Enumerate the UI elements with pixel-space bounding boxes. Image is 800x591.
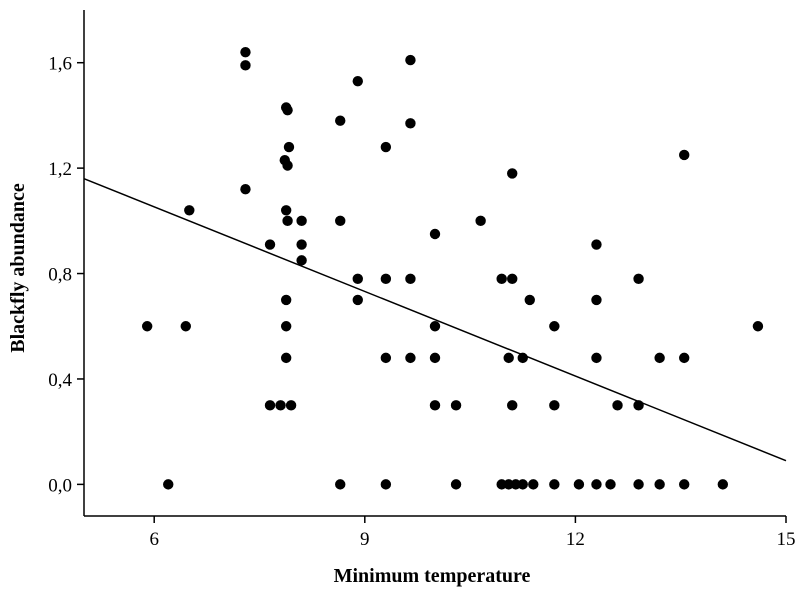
data-point: [184, 205, 195, 216]
data-point: [450, 400, 462, 411]
data-point: [507, 168, 518, 179]
data-point: [507, 273, 518, 285]
data-point: [352, 273, 363, 285]
data-point: [573, 479, 585, 490]
data-point: [605, 479, 616, 490]
trend-line: [83, 177, 787, 462]
data-point: [380, 273, 392, 285]
data-point: [591, 239, 602, 250]
data-point: [240, 184, 251, 195]
data-point: [285, 400, 297, 411]
data-point: [296, 215, 307, 227]
data-point: [549, 479, 560, 490]
x-tick-label: 6: [149, 529, 159, 550]
data-point: [549, 321, 560, 332]
data-point: [283, 141, 295, 153]
data-point: [380, 479, 392, 490]
data-point: [679, 352, 690, 364]
x-tick-label: 9: [360, 529, 370, 550]
data-point: [282, 160, 293, 171]
ticks: 6 9 12 15 0,0 0,4 0,8 1,2 1,6: [48, 54, 795, 550]
data-point: [282, 104, 293, 116]
data-point: [752, 321, 764, 332]
data-point: [380, 141, 392, 153]
data-point: [335, 479, 346, 490]
x-tick-label: 12: [566, 529, 585, 550]
data-point: [450, 479, 462, 490]
data-point: [405, 54, 416, 66]
data-point: [264, 239, 276, 250]
data-point: [633, 273, 644, 285]
y-tick-label: 0,0: [48, 475, 72, 496]
data-point: [264, 400, 276, 411]
data-point: [549, 400, 560, 411]
data-point: [503, 352, 514, 364]
data-point: [296, 239, 307, 250]
data-point: [507, 400, 518, 411]
data-point: [429, 321, 441, 332]
data-points: [141, 46, 764, 490]
data-point: [405, 352, 416, 364]
axes: [83, 10, 786, 517]
data-point: [717, 479, 729, 490]
data-point: [335, 215, 346, 227]
data-point: [405, 118, 416, 129]
data-point: [496, 273, 507, 285]
data-point: [591, 479, 602, 490]
data-point: [141, 321, 153, 332]
data-point: [380, 352, 392, 364]
y-axis-title: Blackfly abundance: [7, 183, 29, 353]
data-point: [429, 400, 441, 411]
data-point: [654, 479, 665, 490]
data-point: [517, 352, 528, 364]
data-point: [240, 60, 251, 71]
data-point: [679, 479, 690, 490]
data-point: [591, 352, 602, 364]
y-tick-label: 0,8: [48, 265, 72, 286]
data-point: [429, 352, 441, 364]
data-point: [591, 294, 602, 306]
data-point: [280, 321, 292, 332]
y-tick-label: 1,6: [48, 54, 72, 75]
data-point: [275, 400, 286, 411]
data-point: [405, 273, 416, 285]
data-point: [633, 479, 644, 490]
data-point: [352, 75, 363, 87]
data-point: [524, 294, 535, 306]
data-point: [335, 115, 346, 126]
data-point: [612, 400, 623, 411]
data-point: [633, 400, 644, 411]
data-point: [282, 215, 293, 227]
data-point: [517, 479, 528, 490]
data-point: [679, 149, 690, 161]
x-axis-title: Minimum temperature: [334, 565, 531, 587]
data-point: [280, 352, 292, 364]
data-point: [296, 255, 307, 266]
trend-line-group: [83, 177, 787, 462]
data-point: [654, 352, 665, 364]
x-tick-label: 15: [777, 529, 796, 550]
data-point: [429, 228, 441, 240]
data-point: [280, 294, 292, 306]
data-point: [240, 46, 251, 58]
data-point: [280, 205, 292, 216]
data-point: [163, 479, 174, 490]
data-point: [528, 479, 539, 490]
data-point: [475, 215, 486, 227]
y-tick-label: 1,2: [48, 159, 72, 180]
data-point: [352, 294, 363, 306]
y-tick-label: 0,4: [48, 370, 72, 391]
data-point: [180, 321, 191, 332]
